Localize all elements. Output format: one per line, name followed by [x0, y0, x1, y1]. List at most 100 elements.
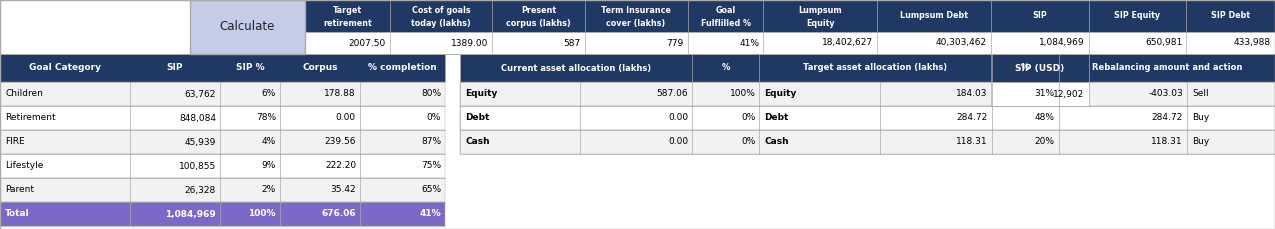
Text: 26,328: 26,328 — [185, 185, 215, 194]
Text: 1389.00: 1389.00 — [451, 38, 488, 47]
Bar — [190, 0, 305, 54]
Bar — [0, 178, 445, 202]
Text: Lumpsum: Lumpsum — [798, 6, 843, 15]
Bar — [460, 54, 1275, 82]
Text: today (lakhs): today (lakhs) — [411, 19, 470, 27]
Text: cover (lakhs): cover (lakhs) — [607, 19, 666, 27]
Text: Fulflilled %: Fulflilled % — [700, 19, 751, 27]
Text: 184.03: 184.03 — [956, 90, 988, 98]
Text: Target asset allocation (lakhs): Target asset allocation (lakhs) — [803, 63, 947, 73]
Text: SIP %: SIP % — [236, 63, 264, 73]
Text: Lifestyle: Lifestyle — [5, 161, 43, 171]
Bar — [0, 82, 445, 106]
Text: 63,762: 63,762 — [185, 90, 215, 98]
Text: 284.72: 284.72 — [956, 114, 988, 123]
Text: Equity: Equity — [465, 90, 497, 98]
Text: 4%: 4% — [261, 137, 275, 147]
Bar — [460, 82, 1275, 106]
Text: 676.06: 676.06 — [321, 210, 356, 218]
Bar — [305, 32, 1275, 54]
Text: 0.00: 0.00 — [668, 137, 688, 147]
Text: 848,084: 848,084 — [179, 114, 215, 123]
Text: 35.42: 35.42 — [330, 185, 356, 194]
Text: 587: 587 — [564, 38, 580, 47]
Text: 6%: 6% — [261, 90, 275, 98]
Bar — [0, 130, 445, 154]
Text: 18,402,627: 18,402,627 — [822, 38, 873, 47]
Text: Lumpsum Debt: Lumpsum Debt — [900, 11, 968, 21]
Text: SIP Equity: SIP Equity — [1114, 11, 1160, 21]
Text: corpus (lakhs): corpus (lakhs) — [506, 19, 571, 27]
Text: 20%: 20% — [1035, 137, 1054, 147]
Text: 100%: 100% — [729, 90, 755, 98]
Text: Total: Total — [5, 210, 29, 218]
Text: 118.31: 118.31 — [956, 137, 988, 147]
Bar — [460, 130, 1275, 154]
Text: %: % — [1021, 63, 1029, 73]
Text: Rebalancing amount and action: Rebalancing amount and action — [1091, 63, 1242, 73]
Text: % completion: % completion — [368, 63, 437, 73]
Text: Current asset allocation (lakhs): Current asset allocation (lakhs) — [501, 63, 652, 73]
Text: 239.56: 239.56 — [325, 137, 356, 147]
Text: SIP: SIP — [1033, 11, 1047, 21]
Text: 78%: 78% — [256, 114, 275, 123]
Text: 100%: 100% — [249, 210, 275, 218]
Text: Calculate: Calculate — [219, 21, 275, 33]
Bar — [0, 106, 445, 130]
Text: 1,084,969: 1,084,969 — [166, 210, 215, 218]
Text: 48%: 48% — [1035, 114, 1054, 123]
Text: Equity: Equity — [806, 19, 835, 27]
Text: 65%: 65% — [421, 185, 441, 194]
Text: 1,084,969: 1,084,969 — [1039, 38, 1085, 47]
Text: Sell: Sell — [1192, 90, 1209, 98]
Text: Goal Category: Goal Category — [29, 63, 101, 73]
Text: Retirement: Retirement — [5, 114, 56, 123]
Text: Corpus: Corpus — [302, 63, 338, 73]
Text: Goal: Goal — [715, 6, 736, 15]
Text: 45,939: 45,939 — [185, 137, 215, 147]
Text: 87%: 87% — [421, 137, 441, 147]
Text: FIRE: FIRE — [5, 137, 24, 147]
Text: 779: 779 — [667, 38, 683, 47]
Bar — [305, 0, 1275, 32]
Text: Debt: Debt — [465, 114, 490, 123]
Text: Term Insurance: Term Insurance — [602, 6, 671, 15]
Text: 178.88: 178.88 — [324, 90, 356, 98]
Text: Children: Children — [5, 90, 43, 98]
Text: 0%: 0% — [427, 114, 441, 123]
Text: 75%: 75% — [421, 161, 441, 171]
Text: 80%: 80% — [421, 90, 441, 98]
Text: 650,981: 650,981 — [1145, 38, 1182, 47]
Text: 100,855: 100,855 — [179, 161, 215, 171]
Text: 12,902: 12,902 — [1053, 90, 1085, 98]
Text: 31%: 31% — [1035, 90, 1054, 98]
Text: 2%: 2% — [261, 185, 275, 194]
Text: 41%: 41% — [740, 38, 760, 47]
Text: 2007.50: 2007.50 — [348, 38, 385, 47]
Text: %: % — [722, 63, 731, 73]
Text: 0.00: 0.00 — [335, 114, 356, 123]
Text: 222.20: 222.20 — [325, 161, 356, 171]
Text: Cost of goals: Cost of goals — [412, 6, 470, 15]
Text: 284.72: 284.72 — [1151, 114, 1183, 123]
Text: Buy: Buy — [1192, 137, 1209, 147]
Text: Equity: Equity — [765, 90, 797, 98]
Text: Parent: Parent — [5, 185, 34, 194]
Text: 433,988: 433,988 — [1234, 38, 1271, 47]
Text: Cash: Cash — [465, 137, 490, 147]
Text: -403.03: -403.03 — [1149, 90, 1183, 98]
Bar — [0, 202, 445, 226]
Text: 0%: 0% — [741, 137, 755, 147]
Text: 0.00: 0.00 — [668, 114, 688, 123]
Text: 0%: 0% — [741, 114, 755, 123]
Text: Present: Present — [521, 6, 556, 15]
Text: Buy: Buy — [1192, 114, 1209, 123]
Text: 118.31: 118.31 — [1151, 137, 1183, 147]
Text: retirement: retirement — [323, 19, 371, 27]
Text: 40,303,462: 40,303,462 — [936, 38, 987, 47]
Bar — [991, 82, 1089, 106]
Text: 587.06: 587.06 — [657, 90, 688, 98]
Text: 9%: 9% — [261, 161, 275, 171]
Text: Cash: Cash — [765, 137, 789, 147]
Text: SIP (USD): SIP (USD) — [1015, 63, 1065, 73]
